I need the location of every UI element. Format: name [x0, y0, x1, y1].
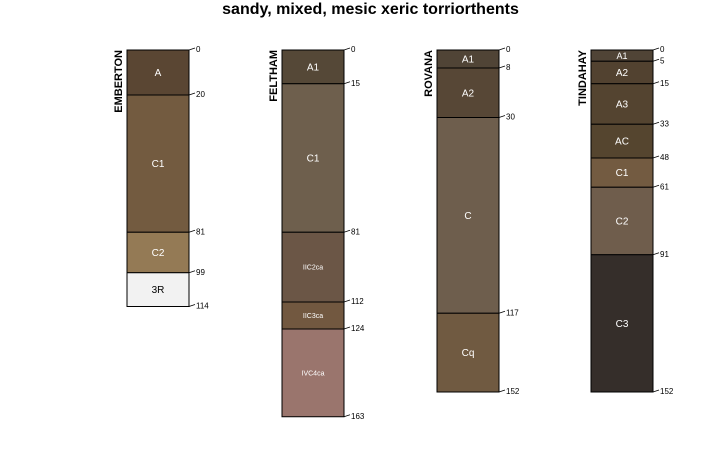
horizon-3r [126, 272, 190, 307]
depth-tick [188, 229, 196, 233]
depth-label: 15 [351, 79, 360, 88]
depth-tick [188, 47, 196, 51]
horizon-ac [590, 123, 654, 159]
depth-label: 15 [660, 79, 669, 88]
depth-tick [498, 115, 506, 118]
horizon-c3 [590, 254, 654, 393]
horizon-label: C1 [616, 168, 629, 179]
depth-tick [343, 81, 351, 85]
horizon-c2 [590, 186, 654, 256]
horizon-cq [436, 312, 500, 393]
depth-label: 124 [351, 324, 365, 333]
depth-tick [652, 252, 660, 256]
profile-name: TINDAHAY [577, 49, 589, 105]
depth-label: 0 [196, 45, 201, 54]
depth-label: 61 [660, 182, 669, 191]
horizon-label: C2 [152, 248, 165, 259]
horizon-label: A2 [462, 88, 475, 99]
depth-tick [652, 81, 660, 85]
horizon-c1 [281, 83, 345, 233]
horizon-label: A1 [307, 62, 320, 73]
profile-tindahay: TINDAHAY A1 A2 A3 AC C1 C2 C3 0 5 15 33 48 61 91 152 [577, 45, 674, 396]
horizon-iic3ca [281, 301, 345, 330]
horizon-iic2ca [281, 231, 345, 303]
depth-label: 99 [196, 268, 205, 277]
depth-tick [498, 389, 506, 393]
depth-tick [343, 414, 351, 418]
depth-tick [652, 121, 660, 125]
horizon-label: A1 [462, 55, 475, 66]
horizon-label: IVC4ca [302, 370, 325, 377]
horizon-a1 [281, 49, 345, 85]
depth-tick [188, 270, 196, 274]
depth-tick [343, 299, 351, 303]
depth-label: 48 [660, 153, 669, 162]
horizon-label: C2 [616, 217, 629, 228]
diagram-title: sandy, mixed, mesic xeric torriorthents [222, 1, 519, 18]
depth-label: 81 [351, 227, 360, 236]
depth-label: 0 [660, 45, 665, 54]
horizon-label: IIC3ca [303, 313, 323, 320]
depth-tick [652, 58, 660, 62]
depth-tick [652, 389, 660, 393]
horizon-label: IIC2ca [303, 265, 323, 272]
depth-label: 20 [196, 90, 205, 99]
horizon-label: C1 [152, 159, 165, 170]
depth-label: 81 [196, 227, 205, 236]
horizon-label: Cq [462, 348, 475, 359]
profile-feltham: FELTHAM A1 C1 IIC2ca IIC3ca IVC4ca 0 15 81 112 124… [268, 45, 365, 421]
depth-label: 117 [506, 308, 519, 317]
depth-label: 30 [506, 113, 515, 122]
depth-tick [188, 304, 196, 307]
profile-rovana: ROVANA A1 A2 C Cq 0 8 30 117 152 [423, 45, 520, 396]
horizon-label: A1 [616, 51, 627, 61]
depth-label: 0 [506, 45, 511, 54]
horizon-label: C [464, 211, 471, 222]
horizon-ivc4ca [281, 328, 345, 418]
horizon-a3 [590, 83, 654, 125]
depth-tick [652, 47, 660, 51]
horizon-label: A [155, 68, 162, 79]
horizon-a [126, 49, 190, 96]
depth-tick [498, 47, 506, 51]
horizon-c1 [590, 157, 654, 188]
depth-label: 0 [351, 45, 356, 54]
depth-label: 163 [351, 412, 365, 421]
depth-tick [652, 155, 660, 159]
horizon-label: A2 [616, 68, 629, 79]
depth-label: 5 [660, 56, 665, 65]
horizon-label: AC [615, 137, 629, 148]
depth-label: 152 [506, 387, 520, 396]
depth-label: 114 [196, 302, 209, 311]
horizon-c2 [126, 231, 190, 274]
depth-tick [498, 65, 506, 69]
depth-label: 91 [660, 250, 669, 259]
depth-tick [498, 310, 506, 314]
horizon-c [436, 117, 500, 314]
horizon-label: C3 [616, 319, 629, 330]
depth-tick [343, 47, 351, 51]
profile-name: FELTHAM [268, 50, 280, 102]
profile-name: EMBERTON [113, 50, 125, 113]
depth-tick [188, 92, 196, 96]
depth-label: 112 [351, 297, 364, 306]
depth-label: 33 [660, 119, 669, 128]
depth-tick [652, 184, 660, 188]
horizon-label: A3 [616, 100, 629, 111]
depth-label: 8 [506, 63, 511, 72]
depth-tick [343, 326, 351, 330]
profile-emberton: EMBERTON A C1 C2 3R 0 20 81 99 114 [113, 45, 209, 311]
horizon-a2 [436, 67, 500, 118]
horizon-label: C1 [307, 154, 320, 165]
depth-tick [343, 229, 351, 233]
profile-name: ROVANA [423, 50, 435, 97]
depth-label: 152 [660, 387, 674, 396]
horizon-label: 3R [152, 285, 165, 296]
